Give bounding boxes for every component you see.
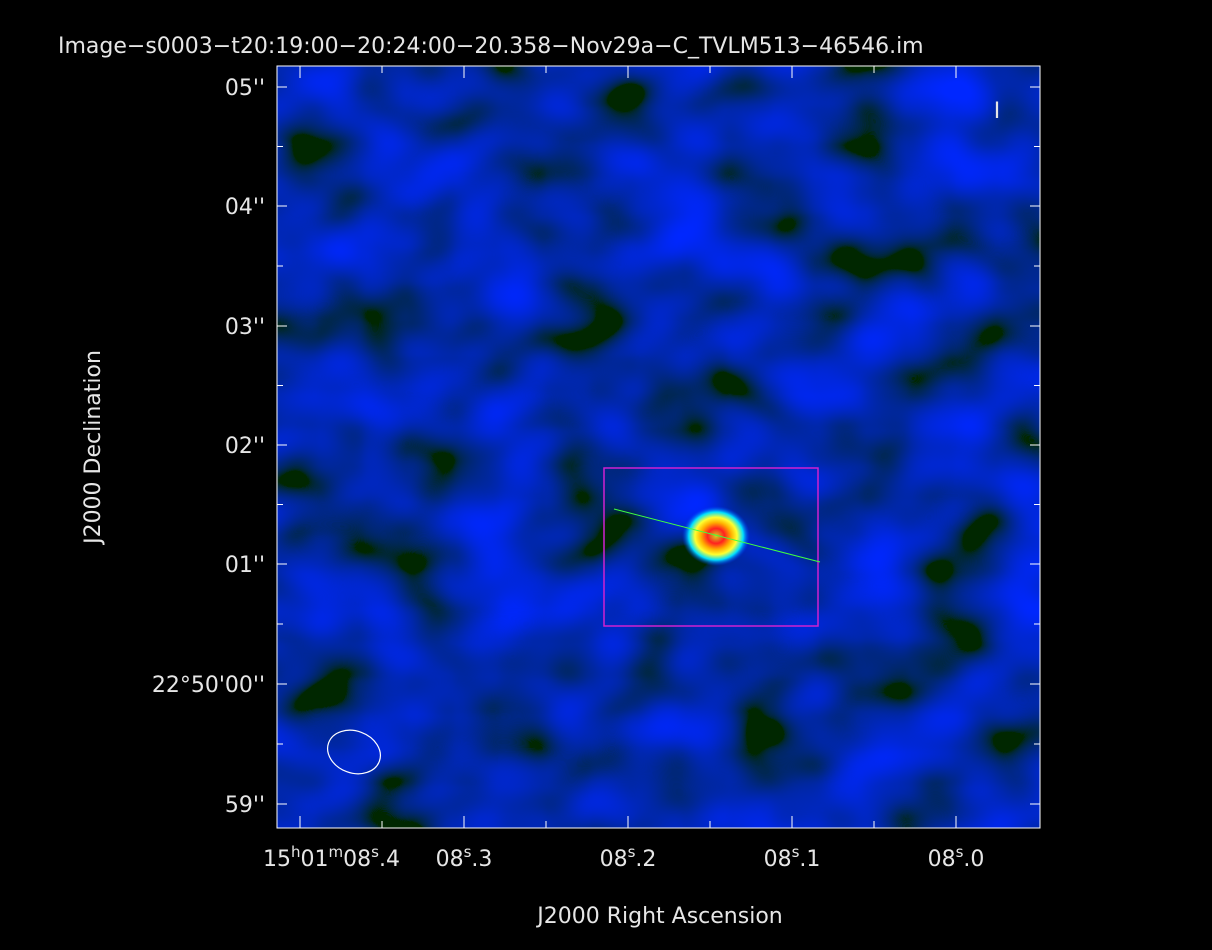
tick-text: .4 <box>379 847 400 872</box>
y-axis-label: J2000 Declination <box>81 350 106 546</box>
x-tick-label: 08s.0 <box>928 843 985 872</box>
y-tick-label: 03'' <box>225 315 265 340</box>
tick-text: 08 <box>928 847 956 872</box>
image-noise <box>277 66 1040 828</box>
tick-text: .3 <box>471 847 492 872</box>
y-tick-label: 01'' <box>225 553 265 578</box>
axes: 05'' 04'' 03'' 02'' 01'' 22°50'00'' 59'' 15h01m… <box>152 66 1040 872</box>
unit-sup: m <box>329 843 344 861</box>
x-tick-label: 08s.1 <box>764 843 821 872</box>
tick-text: 08 <box>600 847 628 872</box>
tick-text: .2 <box>635 847 656 872</box>
tick-text: 15 <box>263 847 291 872</box>
unit-sup: s <box>464 843 472 861</box>
tick-text: 08 <box>764 847 792 872</box>
region-box <box>603 467 819 627</box>
unit-sup: s <box>371 843 379 861</box>
beam <box>327 729 381 775</box>
source <box>682 506 750 566</box>
unit-sup: h <box>291 843 301 861</box>
y-tick-label: 22°50'00'' <box>152 673 265 698</box>
image-panel: I <box>276 65 1041 829</box>
unit-sup: s <box>628 843 636 861</box>
x-tick-label: 08s.3 <box>436 843 493 872</box>
y-tick-label: 59'' <box>225 793 265 818</box>
stokes-label: I <box>994 99 1001 124</box>
tick-text: .0 <box>963 847 984 872</box>
tick-text: 08 <box>343 847 371 872</box>
x-tick-label: 15h01m08s.4 <box>263 843 400 872</box>
unit-sup: s <box>792 843 800 861</box>
y-tick-label: 05'' <box>225 76 265 101</box>
tick-text: 08 <box>436 847 464 872</box>
x-tick-label: 08s.2 <box>600 843 657 872</box>
image-title: Image−s0003−t20:19:00−20:24:00−20.358−No… <box>58 34 924 59</box>
tick-text: .1 <box>799 847 820 872</box>
tick-text: 01 <box>301 847 329 872</box>
y-tick-label: 04'' <box>225 195 265 220</box>
x-axis-label: J2000 Right Ascension <box>535 904 782 929</box>
position-angle-line <box>613 508 821 563</box>
y-tick-label: 02'' <box>225 434 265 459</box>
unit-sup: s <box>956 843 964 861</box>
frame <box>276 65 1041 829</box>
